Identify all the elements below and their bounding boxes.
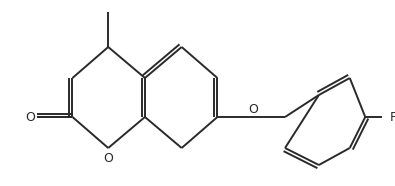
Text: O: O bbox=[103, 152, 113, 164]
Text: O: O bbox=[25, 110, 35, 124]
Text: O: O bbox=[248, 102, 258, 116]
Text: F: F bbox=[389, 110, 395, 124]
